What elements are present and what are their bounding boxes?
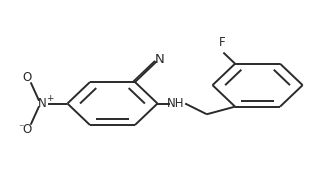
Text: O: O xyxy=(23,71,32,84)
Text: F: F xyxy=(218,36,225,49)
Text: ⁻: ⁻ xyxy=(19,123,24,133)
Text: NH: NH xyxy=(167,97,185,110)
Text: +: + xyxy=(46,94,54,103)
Text: N: N xyxy=(38,97,47,110)
Text: O: O xyxy=(23,123,32,136)
Text: N: N xyxy=(154,53,164,66)
